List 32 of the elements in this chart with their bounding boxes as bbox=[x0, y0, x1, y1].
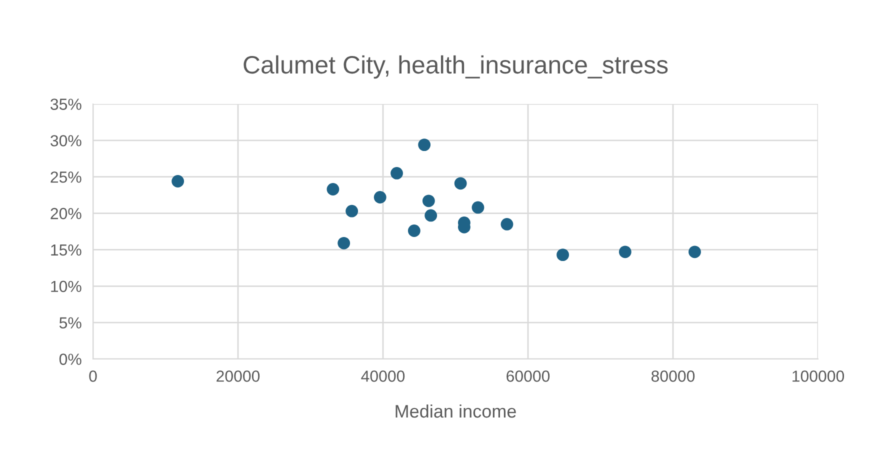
y-tick-label: 30% bbox=[50, 135, 82, 146]
y-tick-label: 35% bbox=[50, 98, 82, 110]
x-tick-label: 0 bbox=[89, 370, 97, 382]
x-tick-label: 20000 bbox=[216, 370, 260, 382]
point bbox=[418, 138, 431, 152]
y-tick-label: 10% bbox=[51, 280, 82, 292]
point bbox=[408, 224, 420, 237]
point bbox=[346, 204, 358, 218]
x-axis-title: Median income bbox=[396, 404, 516, 418]
x-tick-label: 60000 bbox=[506, 370, 550, 382]
point bbox=[422, 194, 435, 208]
point bbox=[374, 191, 386, 204]
x-tick-label: 100000 bbox=[792, 370, 844, 382]
point bbox=[390, 167, 403, 180]
point bbox=[454, 177, 467, 190]
point bbox=[688, 246, 701, 258]
point bbox=[326, 183, 340, 196]
y-tick-label: 0% bbox=[59, 354, 82, 365]
point bbox=[556, 248, 570, 262]
y-tick-label: 25% bbox=[50, 171, 82, 183]
y-tick-label: 15% bbox=[51, 244, 82, 256]
point bbox=[424, 209, 438, 222]
y-tick-label: 5% bbox=[59, 317, 82, 329]
x-tick-label: 80000 bbox=[651, 370, 695, 382]
point bbox=[172, 175, 184, 188]
y-tick-label: 20% bbox=[50, 208, 82, 220]
point bbox=[618, 246, 632, 258]
x-tick-label: 40000 bbox=[361, 370, 405, 382]
point bbox=[500, 218, 514, 230]
point bbox=[338, 236, 350, 250]
point bbox=[472, 201, 484, 214]
chart-title: Calumet City, health_insurance_stress bbox=[244, 55, 668, 79]
